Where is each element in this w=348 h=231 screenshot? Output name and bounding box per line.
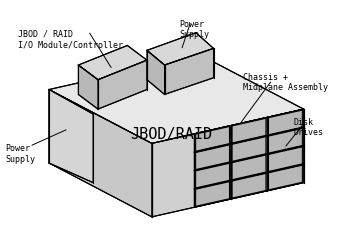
Polygon shape (196, 182, 229, 207)
Polygon shape (231, 173, 267, 199)
Polygon shape (194, 144, 231, 171)
Polygon shape (269, 147, 302, 172)
Polygon shape (269, 165, 302, 190)
Polygon shape (269, 111, 302, 135)
Polygon shape (49, 90, 152, 217)
Polygon shape (231, 118, 267, 144)
Text: Disk
Drives: Disk Drives (294, 117, 324, 137)
Text: JBOD / RAID
I/O Module/Controller: JBOD / RAID I/O Module/Controller (18, 30, 122, 49)
Polygon shape (232, 119, 266, 143)
Text: Chassis +
Midplane Assembly: Chassis + Midplane Assembly (243, 73, 328, 92)
Polygon shape (232, 174, 266, 198)
Polygon shape (78, 46, 147, 80)
Polygon shape (147, 33, 214, 66)
Polygon shape (196, 127, 229, 152)
Polygon shape (78, 66, 98, 110)
Polygon shape (152, 110, 304, 217)
Polygon shape (267, 164, 304, 191)
Polygon shape (267, 128, 304, 154)
Polygon shape (232, 155, 266, 180)
Polygon shape (231, 154, 267, 181)
Polygon shape (194, 126, 231, 152)
Polygon shape (267, 146, 304, 173)
Text: JBOD/RAID: JBOD/RAID (130, 127, 213, 142)
Text: Power
Supply: Power Supply (5, 144, 35, 163)
Polygon shape (196, 164, 229, 188)
Polygon shape (267, 110, 304, 136)
Polygon shape (232, 137, 266, 162)
Polygon shape (98, 61, 147, 110)
Polygon shape (49, 56, 304, 144)
Polygon shape (147, 51, 165, 95)
Polygon shape (269, 129, 302, 153)
Polygon shape (231, 136, 267, 163)
Polygon shape (194, 181, 231, 207)
Text: Power
Supply: Power Supply (179, 20, 209, 39)
Polygon shape (194, 163, 231, 189)
Polygon shape (196, 145, 229, 170)
Polygon shape (49, 90, 93, 183)
Polygon shape (165, 49, 214, 95)
